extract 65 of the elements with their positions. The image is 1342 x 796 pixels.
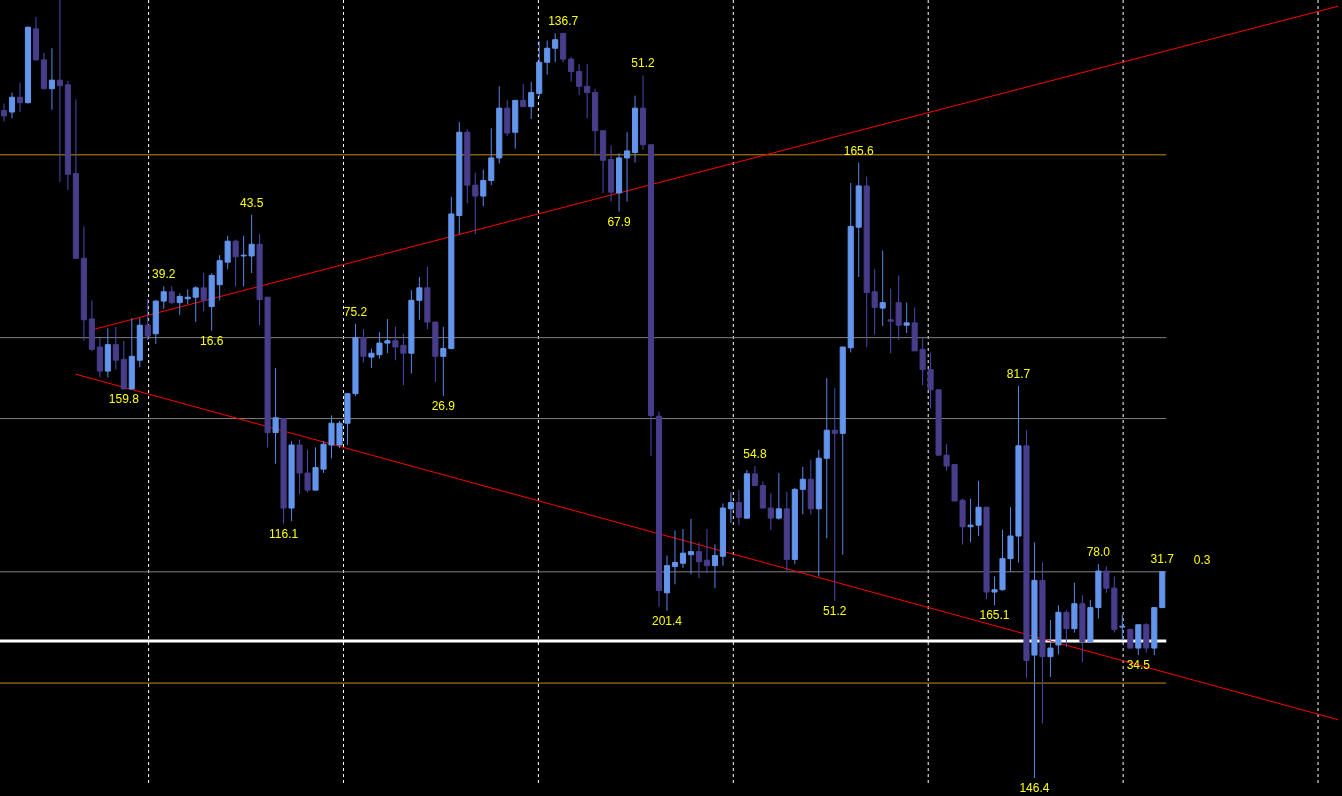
candlestick — [112, 326, 119, 371]
candlestick — [767, 492, 774, 531]
candlestick — [144, 298, 151, 341]
candlestick — [695, 541, 703, 579]
text: 51.2 — [631, 56, 655, 71]
text: 165.6 — [843, 143, 874, 158]
text: 201.4 — [651, 613, 683, 628]
candlestick — [176, 292, 183, 316]
text: 43.5 — [239, 195, 264, 210]
candlestick — [711, 544, 718, 589]
candlestick — [751, 465, 758, 486]
candlestick — [584, 63, 591, 119]
text: 146.4 — [1019, 781, 1050, 795]
candlestick — [160, 285, 167, 310]
candlestick — [679, 528, 687, 569]
candlestick — [56, 0, 63, 183]
candlestick — [272, 367, 279, 465]
candlestick — [192, 285, 199, 323]
candlestick — [735, 489, 742, 526]
candlestick — [1143, 622, 1150, 654]
candlestick — [488, 127, 495, 186]
text: 75.2 — [343, 304, 368, 319]
candlestick — [775, 472, 782, 521]
candlestick — [520, 83, 527, 108]
candlestick — [480, 169, 487, 207]
candlestick — [48, 47, 55, 111]
candlestick — [1119, 614, 1126, 641]
text: 116.1 — [269, 526, 299, 541]
text: 16.6 — [200, 333, 224, 348]
candlestick — [568, 56, 575, 83]
text: 136.7 — [548, 13, 579, 28]
text: 39.2 — [152, 267, 176, 282]
candlestick — [879, 250, 886, 327]
candlestick — [8, 92, 16, 119]
candlestick — [16, 81, 24, 113]
candlestick — [799, 466, 806, 515]
text: 159.8 — [108, 392, 139, 406]
candlestick — [703, 528, 710, 574]
text: 51.2 — [823, 603, 847, 618]
text: 54.8 — [743, 447, 767, 462]
text: 67.9 — [607, 214, 631, 229]
candlestick — [552, 32, 559, 63]
candlestick — [671, 530, 679, 585]
candlestick — [1047, 619, 1054, 678]
candlestick — [576, 63, 583, 96]
candlestick — [0, 102, 8, 122]
candlestick — [1063, 609, 1070, 648]
candlestick — [544, 39, 551, 76]
text: 0.3 — [1193, 552, 1211, 567]
candlestick — [1135, 624, 1142, 656]
candlestick — [831, 387, 838, 602]
text: 165.1 — [979, 608, 1010, 623]
candlestick — [360, 328, 367, 364]
candlestick — [727, 491, 734, 524]
candlestick — [624, 131, 631, 202]
candlestick — [232, 239, 239, 287]
candlestick — [903, 302, 910, 334]
candlestick — [528, 81, 535, 120]
text: 26.9 — [431, 399, 456, 413]
text: 81.7 — [1006, 366, 1031, 381]
candlestick — [200, 272, 207, 312]
candlestick — [687, 518, 695, 575]
text: 78.0 — [1086, 545, 1111, 560]
candlestick — [759, 481, 766, 509]
text: 31.7 — [1150, 552, 1174, 567]
